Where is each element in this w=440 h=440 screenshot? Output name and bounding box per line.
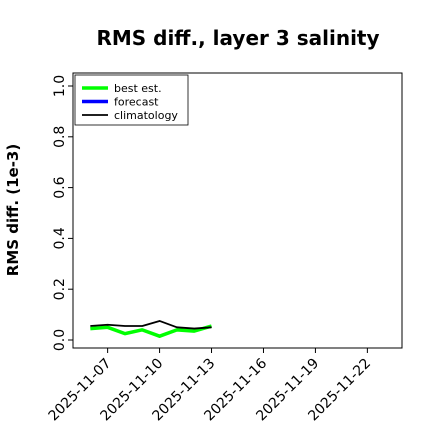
- y-axis: 0.0 0.2 0.4 0.6 0.8 1.0: [52, 75, 73, 351]
- y-tick-label: 0.8: [52, 126, 68, 148]
- y-tick-label: 1.0: [52, 75, 68, 97]
- y-tick-label: 0.0: [52, 329, 68, 351]
- y-tick-label: 0.4: [52, 227, 68, 249]
- y-tick-label: 0.6: [52, 176, 68, 198]
- chart-title: RMS diff., layer 3 salinity: [96, 26, 379, 50]
- y-axis-label: RMS diff. (1e-3): [4, 144, 22, 276]
- series-line-climatology: [90, 320, 212, 330]
- legend-label: best est.: [114, 82, 162, 95]
- plot-area-frame: [72, 72, 403, 349]
- series-line-best-est-: [90, 324, 213, 338]
- plot-series: [90, 320, 213, 338]
- y-tick-label: 0.2: [52, 278, 68, 300]
- x-axis: 2025-11-072025-11-102025-11-132025-11-16…: [46, 348, 374, 424]
- legend-label: climatology: [114, 109, 178, 122]
- legend-label: forecast: [114, 96, 159, 109]
